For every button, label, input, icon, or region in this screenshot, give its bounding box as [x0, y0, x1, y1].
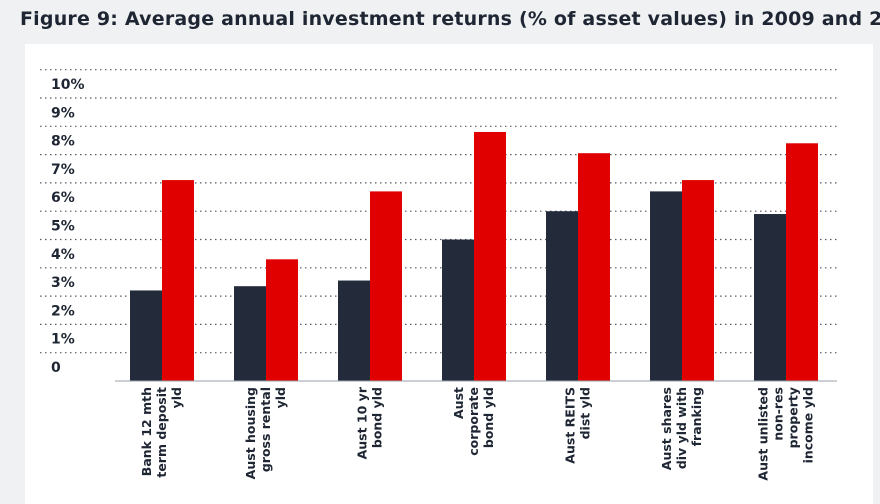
y-tick-label: 5%	[51, 219, 75, 235]
bar-2009	[442, 239, 474, 381]
y-tick-label: 1%	[51, 332, 75, 348]
y-axis-ticks: 0 1% 2% 3% 4% 5% 6% 7% 8% 9% 10%	[51, 77, 85, 376]
x-category-label: non-res	[771, 387, 786, 441]
x-category-label: yld	[169, 387, 184, 408]
x-category-label: gross rental	[258, 387, 273, 472]
x-axis-labels: Bank 12 mth term deposit yld Aust housing gr…	[139, 386, 816, 480]
bar-2017	[786, 143, 818, 381]
y-tick-label: 6%	[51, 190, 75, 206]
bar-2017	[162, 180, 194, 381]
y-tick-label: 4%	[51, 247, 75, 263]
bar-2017	[578, 153, 610, 381]
x-category-label: div yld with	[674, 387, 689, 469]
bar-2009	[546, 211, 578, 381]
y-tick-label: 10%	[51, 77, 85, 93]
x-category-label: Aust housing	[243, 387, 258, 479]
x-category-label: yld	[273, 387, 288, 408]
x-category-label: Aust unlisted	[756, 387, 771, 481]
bar-2009	[650, 191, 682, 381]
x-category-label: Bank 12 mth	[139, 387, 154, 476]
x-category-label: bond yld	[370, 387, 385, 448]
x-category-label: income yld	[801, 387, 816, 463]
y-tick-label: 9%	[51, 105, 75, 121]
y-tick-label: 8%	[51, 134, 75, 150]
bar-2017	[682, 180, 714, 381]
bars	[130, 131, 818, 381]
x-category-label: dist yld	[578, 387, 593, 439]
bar-2017	[370, 191, 402, 381]
x-category-label: property	[786, 387, 801, 448]
x-category-label: Aust 10 yr	[355, 386, 370, 459]
bar-2009	[338, 280, 370, 381]
y-tick-label: 2%	[51, 303, 75, 319]
bar-chart: 0 1% 2% 3% 4% 5% 6% 7% 8% 9% 10% Bank 12 mth term d…	[40, 69, 837, 481]
x-category-label: bond yld	[481, 387, 496, 448]
bar-2017	[266, 259, 298, 381]
x-category-label: franking	[689, 387, 704, 446]
x-category-label: term deposit	[154, 387, 169, 478]
chart-panel: 0 1% 2% 3% 4% 5% 6% 7% 8% 9% 10% Bank 12 mth term d…	[25, 44, 873, 504]
bar-2009	[130, 290, 162, 381]
y-tick-label: 0	[51, 360, 61, 376]
y-tick-label: 7%	[51, 162, 75, 178]
x-category-label: Aust	[451, 387, 466, 419]
chart-title: Figure 9: Average annual investment retu…	[20, 8, 880, 30]
x-category-label: Aust shares	[659, 387, 674, 470]
bar-2017	[474, 131, 506, 381]
x-category-label: Aust REITS	[563, 387, 578, 464]
bar-2009	[234, 286, 266, 381]
bar-2009	[754, 214, 786, 381]
y-tick-label: 3%	[51, 275, 75, 291]
x-category-label: corporate	[466, 387, 481, 456]
